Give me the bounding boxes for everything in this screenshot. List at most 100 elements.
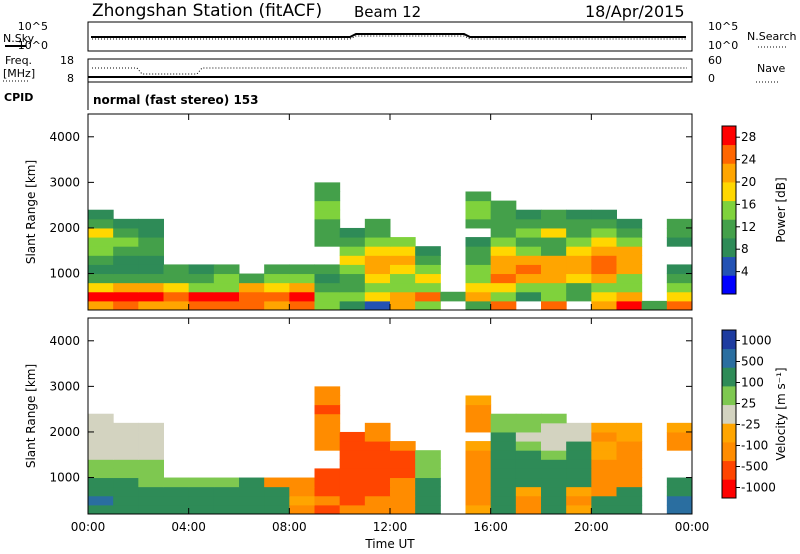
station-title: Zhongshan Station (fitACF) xyxy=(92,1,322,21)
heatmap-cell xyxy=(364,300,391,311)
heatmap-cell xyxy=(289,477,315,488)
heatmap-cell xyxy=(88,450,114,460)
heatmap-cell xyxy=(515,504,542,515)
colorbar-segment xyxy=(722,348,736,368)
heatmap-cell xyxy=(264,291,290,302)
heatmap-cell xyxy=(666,237,693,247)
colorbar-tick-label: 24 xyxy=(741,153,756,167)
heatmap-cell xyxy=(188,495,215,506)
heatmap-cell xyxy=(364,264,391,275)
heatmap-cell xyxy=(566,468,592,479)
heatmap-cell xyxy=(415,468,441,479)
heatmap-cell xyxy=(213,477,240,488)
heatmap-cell xyxy=(415,504,441,515)
heatmap-cell xyxy=(390,282,416,293)
heatmap-cell xyxy=(515,264,542,275)
heatmap-cell xyxy=(339,264,366,275)
heatmap-cell xyxy=(364,495,391,506)
heatmap-cell xyxy=(515,237,542,247)
heatmap-cell xyxy=(113,468,139,479)
heatmap-cell xyxy=(415,477,441,488)
heatmap-cell xyxy=(390,477,416,488)
heatmap-cell xyxy=(339,468,366,479)
noise-tick-low-left: 10^0 xyxy=(18,39,48,52)
heatmap-cell xyxy=(490,282,517,293)
heatmap-cell xyxy=(541,422,567,433)
heatmap-cell xyxy=(515,255,542,265)
heatmap-cell xyxy=(314,468,341,479)
heatmap-cell xyxy=(465,395,492,406)
heatmap-cell xyxy=(339,486,366,497)
y-tick-label: 2000 xyxy=(49,221,80,235)
heatmap-cell xyxy=(490,273,517,284)
heatmap-cell xyxy=(666,291,693,302)
heatmap-cell xyxy=(364,255,391,265)
heatmap-cell xyxy=(490,300,517,311)
heatmap-cell xyxy=(364,218,391,229)
heatmap-cell xyxy=(465,300,492,311)
heatmap-cell xyxy=(465,495,492,506)
heatmap-cell xyxy=(138,227,164,238)
heatmap-cell xyxy=(113,255,139,265)
heatmap-cell xyxy=(515,209,542,220)
heatmap-cell xyxy=(138,255,164,265)
heatmap-cell xyxy=(566,255,592,265)
colorbar-segment xyxy=(722,442,736,462)
y-axis-label: Slant Range [km] xyxy=(24,364,38,468)
heatmap-cell xyxy=(213,300,240,311)
colorbar-segment xyxy=(722,367,736,387)
heatmap-cell xyxy=(264,300,290,311)
heatmap-cell xyxy=(314,395,341,406)
colorbar-segment xyxy=(722,330,736,350)
heatmap-cell xyxy=(364,441,391,451)
heatmap-cell xyxy=(239,282,265,293)
heatmap-cell xyxy=(566,441,592,451)
freq-unit: [MHz] xyxy=(3,67,35,80)
heatmap-cell xyxy=(390,255,416,265)
heatmap-cell xyxy=(314,441,341,451)
heatmap-cell xyxy=(515,291,542,302)
heatmap-cell xyxy=(666,431,693,442)
heatmap-cell xyxy=(314,477,341,488)
heatmap-cell xyxy=(188,273,215,284)
noise-tick-high-left: 10^5 xyxy=(18,20,48,33)
heatmap-cell xyxy=(415,459,441,469)
heatmap-cell xyxy=(88,422,114,433)
noise-tick-high-right: 10^5 xyxy=(708,20,738,33)
heatmap-cell xyxy=(264,504,290,515)
heatmap-cell xyxy=(541,291,567,302)
x-tick-label: 20:00 xyxy=(574,520,609,534)
heatmap-cell xyxy=(88,273,114,284)
heatmap-cell xyxy=(566,264,592,275)
heatmap-cell xyxy=(566,486,592,497)
heatmap-cell xyxy=(113,477,139,488)
heatmap-cell xyxy=(616,246,643,256)
colorbar-segment xyxy=(722,275,736,295)
heatmap-cell xyxy=(138,300,164,311)
heatmap-cell xyxy=(566,495,592,506)
heatmap-cell xyxy=(666,504,693,515)
heatmap-cell xyxy=(163,264,190,275)
heatmap-cell xyxy=(163,273,190,284)
heatmap-cell xyxy=(314,218,341,229)
heatmap-cell xyxy=(666,273,693,284)
heatmap-cell xyxy=(364,486,391,497)
heatmap-cell xyxy=(616,477,643,488)
nave-label: Nave xyxy=(757,62,785,75)
heatmap-cell xyxy=(515,431,542,442)
heatmap-cell xyxy=(415,291,441,302)
heatmap-cell xyxy=(591,218,617,229)
heatmap-cell xyxy=(113,246,139,256)
heatmap-cell xyxy=(490,450,517,460)
heatmap-cell xyxy=(515,273,542,284)
heatmap-cell xyxy=(390,264,416,275)
heatmap-cell xyxy=(566,282,592,293)
heatmap-cell xyxy=(616,431,643,442)
y-tick-label: 3000 xyxy=(49,379,80,393)
heatmap-cell xyxy=(138,264,164,275)
heatmap-cell xyxy=(113,450,139,460)
heatmap-cell xyxy=(138,450,164,460)
heatmap-cell xyxy=(113,264,139,275)
heatmap-cell xyxy=(364,273,391,284)
colorbar-tick-label: 100 xyxy=(741,376,764,390)
